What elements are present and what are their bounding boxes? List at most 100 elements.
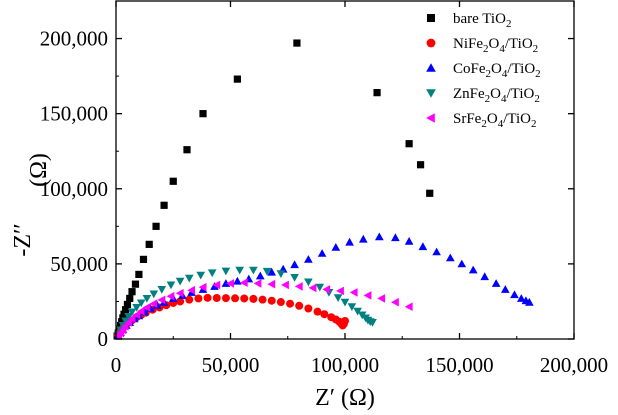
data-point [183,146,191,154]
x-axis-title: Z′ (Ω) [315,385,375,411]
data-point [239,278,248,287]
data-point [290,274,299,282]
data-point [157,286,167,294]
data-point [221,294,230,303]
data-point [294,282,303,291]
data-point [185,274,194,283]
legend-label: NiFe2O4/TiO2 [453,36,538,55]
data-point [127,308,137,317]
series-1 [114,293,349,339]
data-point [293,39,301,47]
data-point [432,247,441,256]
data-point [353,307,362,316]
legend-marker [427,14,435,22]
data-point [126,294,134,303]
data-point [416,161,425,169]
data-point [313,307,322,316]
legend-marker [426,113,435,123]
data-point [267,267,276,276]
data-point [276,298,285,307]
data-point [231,294,240,303]
data-point [166,291,175,301]
data-point [187,285,195,295]
data-point [136,299,146,308]
data-point [132,310,141,320]
data-point [331,243,341,251]
data-point [249,294,258,303]
x-tick-label: 150,000 [425,353,493,377]
data-point [363,291,372,300]
y-tick-label: 200,000 [40,27,108,51]
data-point [315,283,325,292]
data-point [468,265,478,274]
legend-marker [426,89,436,98]
data-point [235,266,244,275]
y-axis-unit: (Ω) [26,153,52,187]
series-4 [114,278,413,341]
data-point [136,306,145,316]
legend-marker [426,63,436,72]
series-0 [113,39,434,340]
data-point [391,233,400,242]
data-point [404,237,414,245]
x-tick-label: 100,000 [311,353,379,377]
data-point [166,281,176,290]
data-point [340,298,350,307]
data-point [194,294,203,303]
data-point [491,279,501,287]
data-point [118,318,126,326]
data-point [426,189,434,197]
data-point [121,317,130,326]
data-point [262,267,272,276]
x-tick-label: 200,000 [540,353,608,377]
data-point [322,285,331,294]
data-point [304,278,313,287]
data-point [212,280,221,290]
data-point [281,280,289,290]
data-point [304,255,313,263]
data-point [457,259,467,268]
data-point [304,304,313,313]
data-point [517,294,526,302]
data-point [501,285,510,293]
data-point [290,260,299,269]
data-point [240,294,249,303]
data-point [198,282,207,292]
y-tick-label: 50,000 [50,252,108,276]
data-point [203,293,212,302]
data-point [347,303,357,311]
data-marks [113,39,534,341]
data-point [139,255,148,263]
y-tick-label: 100,000 [40,177,108,201]
data-point [176,297,185,306]
data-point [175,288,184,298]
data-point [122,306,130,314]
data-point [405,140,413,148]
data-point [525,297,534,306]
data-point [160,201,168,209]
legend-label: CoFe2O4/TiO2 [453,61,541,80]
data-point [169,177,177,185]
legend-label: SrFe2O4/TiO2 [453,111,537,130]
data-point [221,267,231,276]
data-point [349,288,358,297]
data-point [373,89,381,97]
legend: bare TiO2 NiFe2O4/TiO2 CoFe2O4/TiO2 ZnFe2O4… [426,11,541,130]
data-point [149,299,158,308]
data-point [375,232,384,241]
data-point [124,313,133,321]
axes: 0 50,000 100,000 150,000 200,000 0 50,000 100,0… [40,1,608,377]
data-point [377,294,386,303]
data-point [207,269,217,278]
legend-label: ZnFe2O4/TiO2 [453,86,540,105]
data-point [391,297,399,307]
data-point [341,316,349,325]
data-point [132,304,141,312]
data-point [120,310,128,318]
series-2 [114,232,534,339]
data-point [149,290,159,299]
data-point [142,295,152,303]
data-point [135,270,143,279]
x-tick-label: 50,000 [202,353,260,377]
